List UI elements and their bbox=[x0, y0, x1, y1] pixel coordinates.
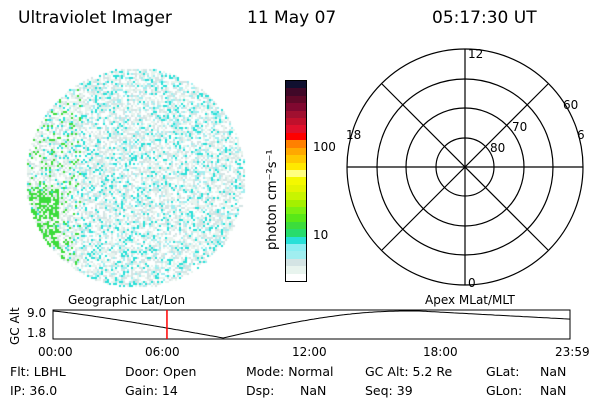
colorbar-swatch bbox=[286, 95, 306, 104]
apex-label: Apex MLat/MLT bbox=[425, 293, 515, 307]
seq-info: Seq: 39 bbox=[365, 383, 413, 398]
mlt-label-6: 6 bbox=[577, 128, 585, 142]
lat-label-80: 80 bbox=[490, 141, 506, 155]
date-label: 11 May 07 bbox=[247, 8, 337, 28]
colorbar-swatch bbox=[286, 118, 306, 126]
colorbar-swatch bbox=[286, 147, 306, 156]
colorbar-label: photon cm⁻²s⁻¹ bbox=[265, 149, 280, 250]
colorbar-swatch bbox=[286, 221, 306, 230]
mlt-label-0: 0 bbox=[468, 276, 476, 290]
y-tick-1-8: 1.8 bbox=[27, 326, 47, 340]
colorbar-swatch bbox=[286, 155, 306, 163]
time-label: 05:17:30 UT bbox=[432, 8, 537, 28]
auroral-image bbox=[15, 57, 255, 297]
door-info: Door: Open bbox=[125, 364, 197, 379]
y-tick-9: 9.0 bbox=[27, 306, 47, 320]
x-tick-0600: 06:00 bbox=[145, 345, 180, 359]
colorbar-swatch bbox=[286, 162, 306, 170]
glon-value: NaN bbox=[540, 383, 567, 398]
colorbar-swatch bbox=[286, 125, 306, 133]
colorbar-swatch bbox=[286, 192, 306, 200]
mlt-label-18: 18 bbox=[346, 128, 362, 142]
colorbar-swatch bbox=[286, 184, 306, 193]
mlt-label-12: 12 bbox=[468, 47, 484, 61]
polar-diagonal-2 bbox=[381, 83, 549, 251]
colorbar-swatch bbox=[286, 169, 306, 178]
gc-alt-axis-label: GC Alt bbox=[8, 307, 22, 345]
colorbar-swatch bbox=[286, 177, 306, 185]
colorbar-swatch bbox=[286, 236, 306, 244]
altitude-curve bbox=[52, 310, 571, 339]
gc-alt-info: GC Alt: 5.2 Re bbox=[365, 364, 453, 379]
colorbar-swatch bbox=[286, 258, 306, 267]
glon-label: GLon: bbox=[486, 383, 523, 398]
colorbar-swatch bbox=[286, 88, 306, 96]
dsp-label: Dsp: bbox=[246, 383, 275, 398]
colorbar-swatch bbox=[286, 140, 306, 148]
altitude-timeline bbox=[52, 309, 571, 340]
colorbar-swatch bbox=[286, 273, 306, 281]
geographic-label: Geographic Lat/Lon bbox=[68, 293, 186, 307]
dsp-value: NaN bbox=[300, 383, 327, 398]
colorbar-swatch bbox=[286, 251, 306, 259]
filter-info: Flt: LBHL bbox=[10, 364, 66, 379]
colorbar-swatch bbox=[286, 266, 306, 274]
colorbar bbox=[285, 80, 307, 282]
colorbar-swatch bbox=[286, 81, 306, 89]
lat-label-60: 60 bbox=[563, 98, 579, 112]
colorbar-tick-100: 100 bbox=[313, 140, 336, 154]
colorbar-tick-10: 10 bbox=[313, 228, 329, 242]
colorbar-swatch bbox=[286, 110, 306, 119]
x-tick-0000: 00:00 bbox=[38, 345, 73, 359]
colorbar-swatch bbox=[286, 103, 306, 111]
lat-label-70: 70 bbox=[512, 120, 528, 134]
ip-info: IP: 36.0 bbox=[10, 383, 58, 398]
colorbar-swatch bbox=[286, 214, 306, 222]
polar-grid bbox=[346, 48, 584, 286]
colorbar-swatch bbox=[286, 206, 306, 215]
colorbar-swatch bbox=[286, 229, 306, 237]
colorbar-swatch bbox=[286, 132, 306, 141]
x-tick-1200: 12:00 bbox=[292, 345, 327, 359]
colorbar-swatch bbox=[286, 199, 306, 207]
colorbar-swatch bbox=[286, 243, 306, 252]
instrument-title: Ultraviolet Imager bbox=[18, 8, 172, 28]
x-tick-2359: 23:59 bbox=[555, 345, 590, 359]
gain-info: Gain: 14 bbox=[125, 383, 178, 398]
mode-info: Mode: Normal bbox=[246, 364, 334, 379]
glat-label: GLat: bbox=[486, 364, 520, 379]
glat-value: NaN bbox=[540, 364, 567, 379]
timeline-frame bbox=[52, 309, 571, 340]
x-tick-1800: 18:00 bbox=[423, 345, 458, 359]
